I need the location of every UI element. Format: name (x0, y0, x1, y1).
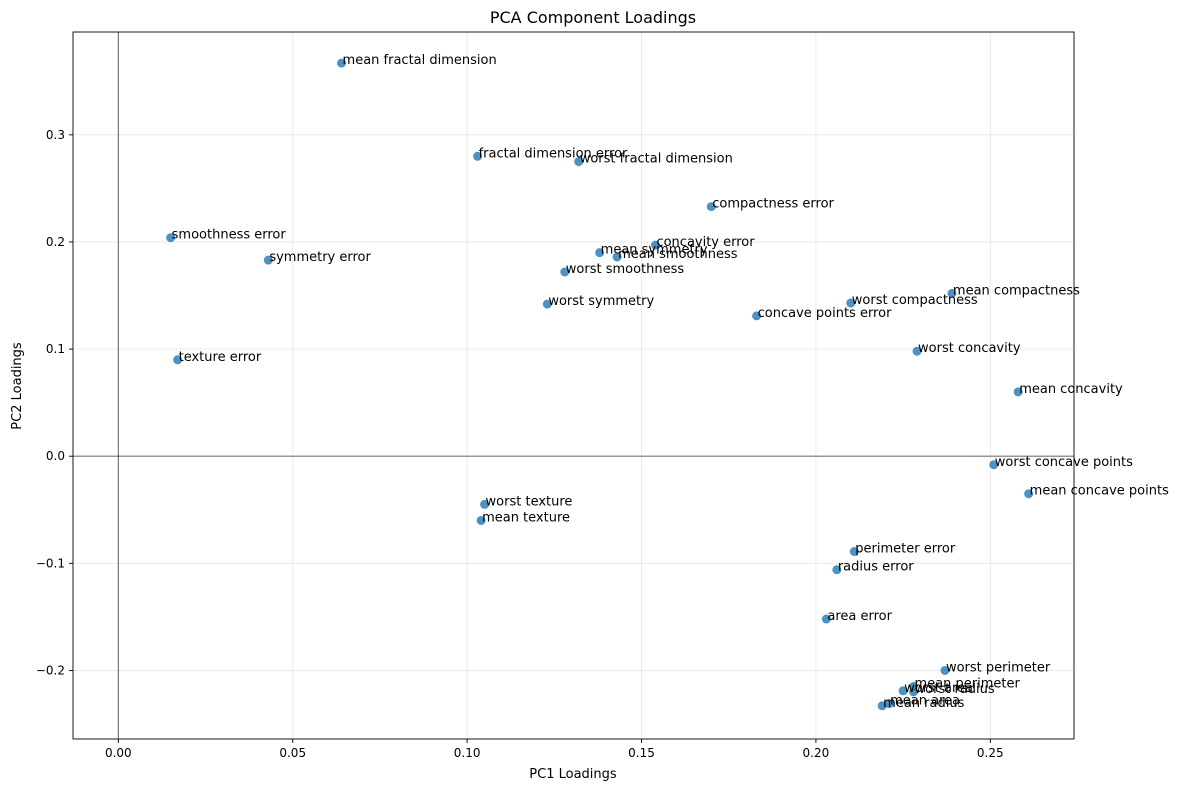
y-tick-label: 0.2 (46, 235, 65, 249)
grid-layer (73, 32, 1074, 739)
x-tick-label: 0.20 (803, 746, 830, 760)
data-point (166, 233, 176, 243)
data-point (821, 614, 831, 624)
data-point (480, 499, 490, 509)
data-point (1013, 387, 1023, 397)
plot-frame (72, 31, 1075, 740)
point-label: mean compactness (953, 283, 1080, 298)
data-point (898, 686, 908, 696)
point-label: mean area (890, 694, 960, 709)
reference-lines (73, 32, 1074, 739)
data-point (877, 701, 887, 711)
x-axis-label: PC1 Loadings (529, 767, 617, 782)
point-label: perimeter error (855, 542, 956, 557)
data-point (706, 202, 716, 212)
data-point (473, 151, 483, 161)
y-tick-label: −0.1 (36, 556, 65, 570)
point-label: worst radius (915, 682, 995, 697)
points-layer (166, 58, 1034, 711)
point-label: worst fractal dimension (580, 152, 733, 167)
point-label: concave points error (758, 306, 892, 321)
y-axis-label: PC2 Loadings (10, 342, 25, 430)
point-labels-layer: mean radius mean texture mean perimeter mea… (172, 53, 1169, 711)
point-label: worst perimeter (946, 660, 1051, 675)
data-point (989, 460, 999, 470)
x-tick-label: 0.10 (454, 746, 481, 760)
data-point (263, 255, 273, 265)
data-point (752, 311, 762, 321)
data-point (832, 565, 842, 575)
y-axis-ticks: −0.2 −0.1 0.0 0.1 0.2 0.3 (36, 128, 73, 677)
data-point (574, 157, 584, 167)
y-tick-label: 0.3 (46, 128, 65, 142)
point-label: mean fractal dimension (343, 53, 497, 68)
data-point (542, 299, 552, 309)
point-label: worst compactness (852, 293, 978, 308)
chart-title: PCA Component Loadings (490, 8, 696, 27)
point-label: worst smoothness (566, 262, 685, 277)
point-label: concavity error (656, 235, 755, 250)
point-label: mean symmetry (601, 243, 708, 258)
point-label: mean concave points (1030, 484, 1169, 499)
data-point (912, 346, 922, 356)
data-point (947, 288, 957, 298)
point-label: mean texture (482, 510, 570, 525)
point-label: worst area (904, 681, 973, 696)
point-label: mean smoothness (618, 247, 738, 262)
y-tick-label: 0.0 (46, 449, 65, 463)
y-tick-label: 0.1 (46, 342, 65, 356)
point-label: smoothness error (172, 228, 287, 243)
data-point (884, 699, 894, 709)
point-label: texture error (179, 350, 262, 365)
data-point (337, 58, 347, 68)
point-label: worst concavity (918, 341, 1021, 356)
point-label: radius error (838, 560, 914, 575)
x-tick-label: 0.00 (105, 746, 132, 760)
data-point (173, 355, 183, 365)
data-point (476, 515, 486, 525)
data-point (560, 267, 570, 277)
point-label: fractal dimension error (479, 146, 628, 161)
data-point (909, 687, 919, 697)
point-label: mean perimeter (915, 677, 1021, 692)
point-label: worst texture (486, 494, 573, 509)
point-label: symmetry error (269, 250, 371, 265)
point-label: worst symmetry (548, 294, 654, 309)
x-tick-label: 0.25 (977, 746, 1004, 760)
x-tick-label: 0.05 (279, 746, 306, 760)
x-tick-label: 0.15 (628, 746, 655, 760)
y-tick-label: −0.2 (36, 663, 65, 677)
point-label: compactness error (712, 197, 834, 212)
data-point (650, 240, 660, 250)
point-label: area error (827, 609, 892, 624)
data-point (940, 665, 950, 675)
data-point (846, 298, 856, 308)
data-point (612, 252, 622, 262)
point-label: worst concave points (995, 455, 1133, 470)
data-point (595, 248, 605, 258)
data-point (1024, 489, 1034, 499)
point-label: mean radius (883, 696, 964, 711)
point-label: mean concavity (1019, 382, 1123, 397)
x-axis-ticks: 0.00 0.05 0.10 0.15 0.20 0.25 (105, 739, 1004, 760)
data-point (849, 547, 859, 557)
